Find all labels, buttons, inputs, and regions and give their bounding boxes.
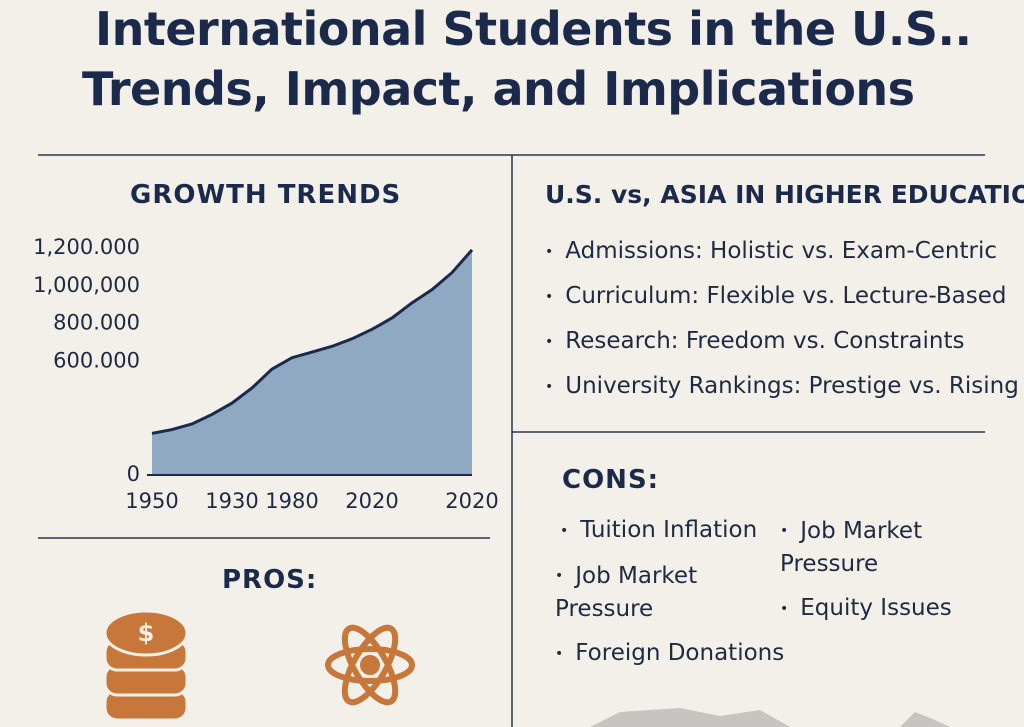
area bbox=[152, 249, 472, 475]
map-fragment bbox=[590, 708, 950, 727]
list-item: Job Market Pressure bbox=[780, 515, 930, 581]
section-title: PROS: bbox=[222, 565, 318, 595]
list-item: Job Market Pressure bbox=[555, 560, 705, 626]
list-item: Admissions: Holistic vs. Exam-Centric bbox=[545, 238, 997, 264]
list-item: Equity Issues bbox=[780, 595, 952, 621]
section-title: U.S. vs, ASIA IN HIGHER EDUCATION bbox=[545, 180, 1024, 209]
title-line: Trends, Impact, and Implications bbox=[82, 62, 915, 116]
x-tick-label: 1980 bbox=[265, 489, 318, 513]
x-tick-label: 1930 bbox=[205, 489, 258, 513]
y-tick-label: 800.000 bbox=[53, 311, 140, 335]
atom-icon bbox=[325, 624, 415, 706]
orbit bbox=[341, 624, 399, 706]
list-item: Foreign Donations bbox=[555, 640, 784, 666]
list-item: Curriculum: Flexible vs. Lecture-Based bbox=[545, 283, 1006, 309]
list-item: University Rankings: Prestige vs. Rising bbox=[545, 373, 1019, 399]
y-tick-label: 0 bbox=[127, 462, 140, 486]
y-tick-label: 600.000 bbox=[53, 349, 140, 373]
y-tick-label: 1,000,000 bbox=[33, 273, 140, 297]
section-title: CONS: bbox=[562, 465, 660, 495]
y-tick-label: 1,200.000 bbox=[33, 235, 140, 259]
line bbox=[151, 248, 474, 435]
title-line: International Students in the U.S.. bbox=[95, 2, 972, 56]
coin-icon: $ bbox=[103, 609, 189, 722]
dividers bbox=[38, 154, 985, 727]
x-tick-label: 2020 bbox=[445, 489, 498, 513]
x-tick-label: 1950 bbox=[125, 489, 178, 513]
chart-title: GROWTH TRENDS bbox=[130, 180, 402, 210]
dollar-sign: $ bbox=[138, 619, 155, 647]
orbit bbox=[341, 624, 399, 706]
list-item: Tuition Inflation bbox=[560, 517, 757, 543]
list-item: Research: Freedom vs. Constraints bbox=[545, 328, 964, 354]
orbit bbox=[325, 646, 415, 684]
nucleus bbox=[360, 655, 380, 675]
coin bbox=[103, 609, 189, 657]
x-tick-label: 2020 bbox=[345, 489, 398, 513]
